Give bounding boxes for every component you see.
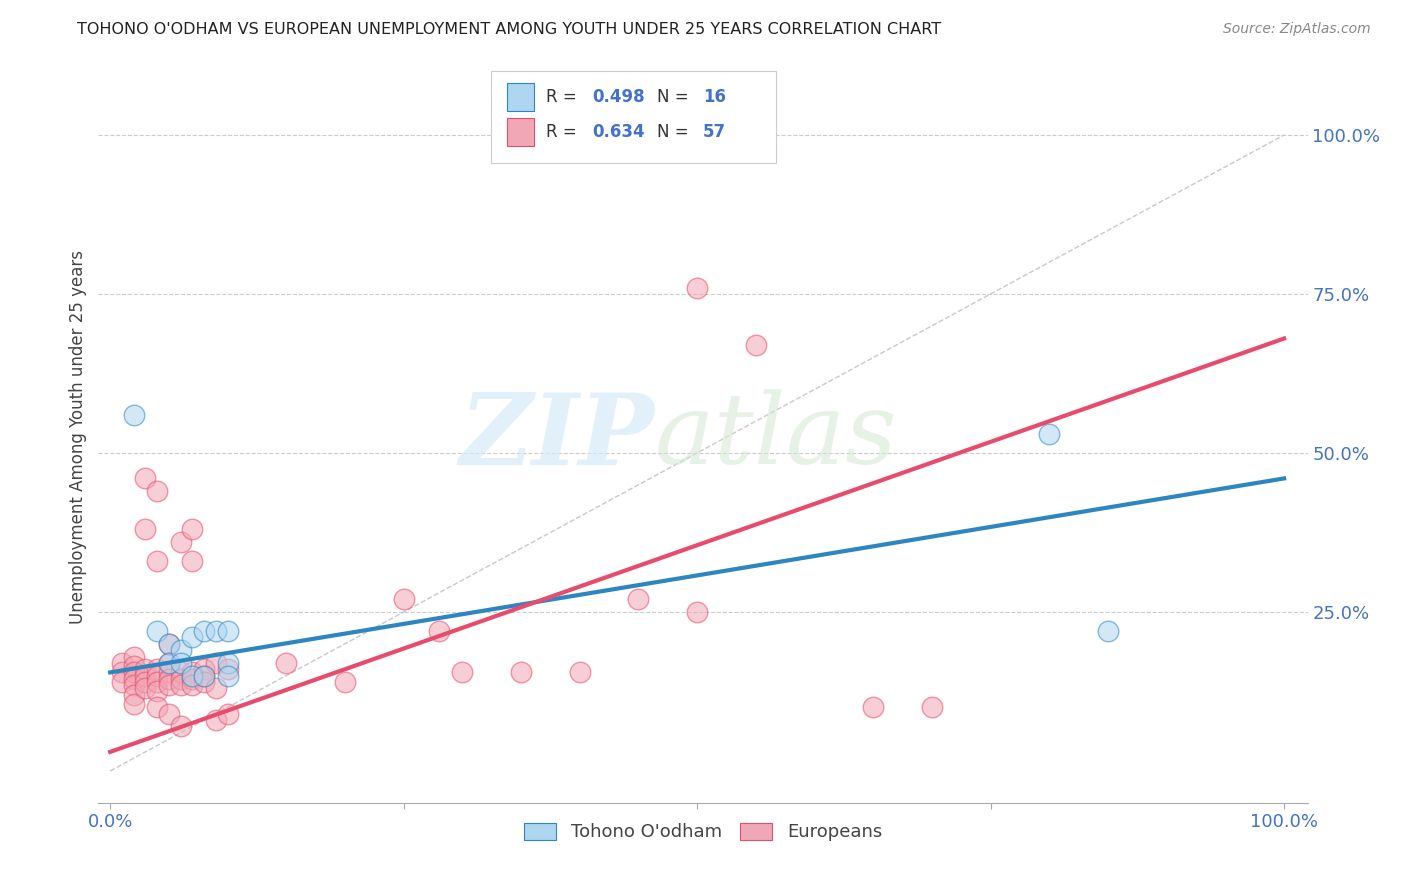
Point bbox=[157, 637, 180, 651]
Point bbox=[181, 668, 204, 682]
Point bbox=[111, 675, 134, 690]
Point bbox=[146, 554, 169, 568]
Point bbox=[146, 675, 169, 690]
Text: N =: N = bbox=[657, 123, 695, 141]
Point bbox=[169, 665, 191, 680]
Point bbox=[134, 522, 156, 536]
Point bbox=[181, 554, 204, 568]
Legend: Tohono O'odham, Europeans: Tohono O'odham, Europeans bbox=[516, 815, 890, 848]
Point bbox=[169, 672, 191, 686]
Point bbox=[157, 678, 180, 692]
Point bbox=[146, 684, 169, 698]
Point bbox=[146, 668, 169, 682]
Point bbox=[745, 338, 768, 352]
Point bbox=[204, 656, 226, 670]
Text: 57: 57 bbox=[703, 123, 725, 141]
FancyBboxPatch shape bbox=[492, 71, 776, 163]
Point bbox=[134, 662, 156, 676]
Point bbox=[181, 678, 204, 692]
Point bbox=[134, 681, 156, 696]
Point bbox=[217, 706, 239, 721]
Point bbox=[1097, 624, 1119, 638]
Y-axis label: Unemployment Among Youth under 25 years: Unemployment Among Youth under 25 years bbox=[69, 250, 87, 624]
Point bbox=[193, 668, 215, 682]
Point bbox=[122, 688, 145, 702]
Point bbox=[181, 631, 204, 645]
Point bbox=[217, 624, 239, 638]
Point bbox=[276, 656, 298, 670]
Point bbox=[204, 681, 226, 696]
Point bbox=[157, 656, 180, 670]
Point bbox=[427, 624, 450, 638]
Point bbox=[157, 672, 180, 686]
Point bbox=[392, 592, 415, 607]
Point bbox=[146, 484, 169, 499]
Point bbox=[157, 637, 180, 651]
Point bbox=[157, 706, 180, 721]
Point bbox=[134, 471, 156, 485]
Point bbox=[134, 668, 156, 682]
Point bbox=[111, 665, 134, 680]
Point bbox=[510, 665, 533, 680]
FancyBboxPatch shape bbox=[508, 118, 534, 146]
Point bbox=[146, 624, 169, 638]
Point bbox=[157, 656, 180, 670]
Point bbox=[451, 665, 474, 680]
Point bbox=[181, 665, 204, 680]
Point bbox=[122, 649, 145, 664]
Point bbox=[921, 700, 943, 714]
Text: 0.498: 0.498 bbox=[592, 88, 644, 106]
Point bbox=[169, 719, 191, 733]
Text: Source: ZipAtlas.com: Source: ZipAtlas.com bbox=[1223, 22, 1371, 37]
Point bbox=[122, 678, 145, 692]
Point bbox=[193, 668, 215, 682]
Point bbox=[204, 713, 226, 727]
Text: TOHONO O'ODHAM VS EUROPEAN UNEMPLOYMENT AMONG YOUTH UNDER 25 YEARS CORRELATION C: TOHONO O'ODHAM VS EUROPEAN UNEMPLOYMENT … bbox=[77, 22, 942, 37]
Point bbox=[169, 678, 191, 692]
Text: atlas: atlas bbox=[655, 390, 897, 484]
Point bbox=[204, 624, 226, 638]
Point bbox=[122, 672, 145, 686]
Text: ZIP: ZIP bbox=[460, 389, 655, 485]
Point bbox=[146, 662, 169, 676]
Point bbox=[686, 280, 709, 294]
Text: N =: N = bbox=[657, 88, 695, 106]
Text: 0.634: 0.634 bbox=[592, 123, 644, 141]
Point bbox=[122, 659, 145, 673]
Point bbox=[134, 675, 156, 690]
Point bbox=[181, 672, 204, 686]
Point bbox=[122, 665, 145, 680]
Point bbox=[169, 656, 191, 670]
Point bbox=[193, 624, 215, 638]
Point bbox=[122, 697, 145, 711]
Point bbox=[217, 656, 239, 670]
Point bbox=[627, 592, 650, 607]
Text: R =: R = bbox=[546, 88, 582, 106]
Point bbox=[146, 700, 169, 714]
Point bbox=[217, 668, 239, 682]
Point bbox=[193, 675, 215, 690]
Point bbox=[122, 408, 145, 422]
Point bbox=[157, 665, 180, 680]
Point bbox=[1038, 426, 1060, 441]
Point bbox=[169, 535, 191, 549]
Point bbox=[193, 662, 215, 676]
Point bbox=[568, 665, 591, 680]
Point bbox=[686, 605, 709, 619]
Text: R =: R = bbox=[546, 123, 582, 141]
Point bbox=[111, 656, 134, 670]
Text: 16: 16 bbox=[703, 88, 725, 106]
Point bbox=[862, 700, 884, 714]
Point bbox=[333, 675, 356, 690]
Point bbox=[217, 662, 239, 676]
Point bbox=[181, 522, 204, 536]
FancyBboxPatch shape bbox=[508, 83, 534, 111]
Point bbox=[169, 643, 191, 657]
